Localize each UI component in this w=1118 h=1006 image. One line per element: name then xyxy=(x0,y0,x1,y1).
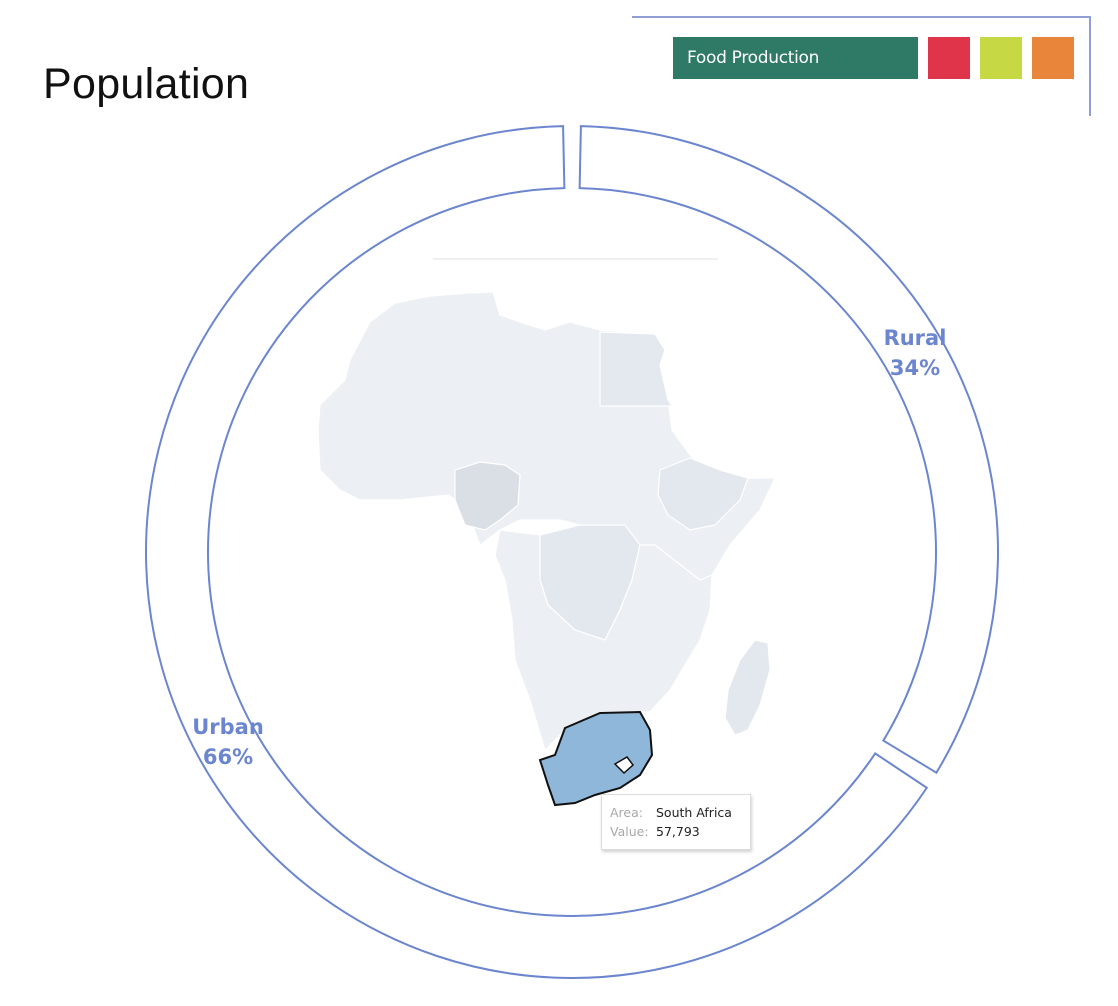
donut-segment-rural[interactable] xyxy=(578,125,999,775)
map-country-ethiopia[interactable] xyxy=(657,457,749,531)
africa-map xyxy=(317,258,776,807)
map-country-southern-africa[interactable] xyxy=(494,529,713,752)
map-country-madagascar[interactable] xyxy=(724,639,771,736)
filter-lime-button[interactable] xyxy=(980,37,1022,79)
tooltip-value-row: Value: 57,793 xyxy=(610,822,750,841)
frame-divider-top xyxy=(632,16,1090,18)
filter-food-production-button[interactable]: Food Production xyxy=(673,37,918,79)
donut-label-urban: Urban 66% xyxy=(173,712,283,772)
donut-label-rural-name: Rural xyxy=(883,326,947,350)
donut-label-urban-name: Urban xyxy=(192,715,264,739)
map-country-south-africa[interactable] xyxy=(538,710,654,807)
tooltip-area-row: Area: South Africa xyxy=(610,803,750,822)
tooltip-area-key: Area: xyxy=(610,805,643,820)
map-country-egypt[interactable] xyxy=(599,331,674,407)
donut-label-urban-percent: 66% xyxy=(202,745,254,769)
page-title: Population xyxy=(43,60,250,108)
tooltip-value-key: Value: xyxy=(610,824,649,839)
donut-label-rural: Rural 34% xyxy=(860,323,970,383)
map-tooltip: Area: South Africa Value: 57,793 xyxy=(601,794,751,850)
map-country-nigeria[interactable] xyxy=(454,461,521,531)
tooltip-area-value: South Africa xyxy=(656,805,732,820)
frame-divider-right xyxy=(1089,16,1091,116)
filter-bar: Food Production xyxy=(673,37,1074,79)
tooltip-value-value: 57,793 xyxy=(656,824,700,839)
map-country-north-africa[interactable] xyxy=(317,291,776,581)
donut-arcs xyxy=(145,125,999,979)
map-country-lesotho[interactable] xyxy=(613,756,635,775)
donut-segment-urban[interactable] xyxy=(145,125,929,979)
donut-label-rural-percent: 34% xyxy=(889,356,941,380)
filter-orange-button[interactable] xyxy=(1032,37,1074,79)
filter-red-button[interactable] xyxy=(928,37,970,79)
